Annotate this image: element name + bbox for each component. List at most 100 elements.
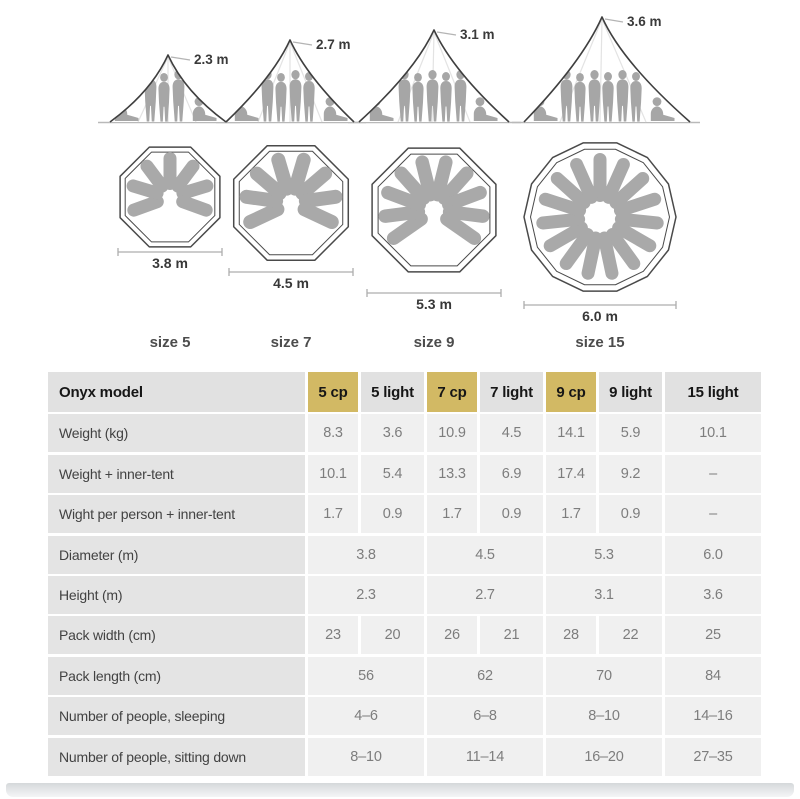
table-cell: 70 <box>546 656 662 695</box>
table-row-pack-width: Pack width (cm) 23 20 26 21 28 22 25 <box>48 616 761 655</box>
row-label: Weight (kg) <box>48 414 305 453</box>
table-cell: 10.1 <box>308 454 358 493</box>
table-cell: 8–10 <box>546 697 662 736</box>
row-label: Diameter (m) <box>48 535 305 574</box>
row-label: Pack length (cm) <box>48 656 305 695</box>
table-cell: 17.4 <box>546 454 596 493</box>
diameter-label: 4.5 m <box>273 275 309 291</box>
spec-table: Onyx model 5 cp 5 light 7 cp 7 light 9 c… <box>48 372 761 776</box>
table-cell: 14–16 <box>665 697 761 736</box>
sleeping-bags <box>239 152 343 230</box>
row-label: Height (m) <box>48 575 305 614</box>
table-row-weight-inner: Weight + inner-tent 10.1 5.4 13.3 6.9 17… <box>48 454 761 493</box>
floorplan-size5: 3.8 m size 5 <box>118 147 222 351</box>
tent-elevation-size5: 2.3 m <box>109 52 229 123</box>
row-label: Weight + inner-tent <box>48 454 305 493</box>
table-cell: 16–20 <box>546 737 662 776</box>
tent-height-label: 2.7 m <box>316 37 351 52</box>
table-cell: 23 <box>308 616 358 655</box>
table-cell: 6–8 <box>427 697 543 736</box>
size-label: size 9 <box>414 334 455 351</box>
row-label: Number of people, sitting down <box>48 737 305 776</box>
table-cell: 0.9 <box>480 495 543 534</box>
size-comparison-illustration: 2.3 m 2.7 m <box>0 14 800 351</box>
diameter-dimension-line <box>117 248 223 256</box>
row-label: Wight per person + inner-tent <box>48 495 305 534</box>
row-label: Pack width (cm) <box>48 616 305 655</box>
table-row-weight-per-person: Wight per person + inner-tent 1.7 0.9 1.… <box>48 495 761 534</box>
table-row-people-sitting: Number of people, sitting down 8–10 11–1… <box>48 737 761 776</box>
table-cell: 21 <box>480 616 543 655</box>
table-cell: 2.7 <box>427 575 543 614</box>
table-cell: 4.5 <box>480 414 543 453</box>
table-cell: 1.7 <box>308 495 358 534</box>
tent-elevation-size7: 2.7 m <box>225 37 355 123</box>
table-cell: 25 <box>665 616 761 655</box>
column-header-15light: 15 light <box>665 372 761 412</box>
table-cell: 6.0 <box>665 535 761 574</box>
floorplan-size7: 4.5 m size 7 <box>229 146 353 351</box>
table-row-people-sleeping: Number of people, sleeping 4–6 6–8 8–10 … <box>48 697 761 736</box>
column-header-7cp: 7 cp <box>427 372 477 412</box>
table-cell: 1.7 <box>546 495 596 534</box>
table-cell: 3.8 <box>308 535 424 574</box>
table-cell: 5.3 <box>546 535 662 574</box>
table-cell: 1.7 <box>427 495 477 534</box>
table-row-weight: Weight (kg) 8.3 3.6 10.9 4.5 14.1 5.9 10… <box>48 414 761 453</box>
table-cell: 5.4 <box>361 454 424 493</box>
sleeping-bags <box>126 152 214 217</box>
table-cell: 26 <box>427 616 477 655</box>
table-cell: 4.5 <box>427 535 543 574</box>
column-header-9cp: 9 cp <box>546 372 596 412</box>
tent-height-label: 3.1 m <box>460 27 495 42</box>
table-cell: 5.9 <box>599 414 662 453</box>
row-label: Number of people, sleeping <box>48 697 305 736</box>
tent-height-label: 2.3 m <box>194 52 229 67</box>
table-cell: 3.1 <box>546 575 662 614</box>
table-cell: 11–14 <box>427 737 543 776</box>
floorplan-size9: 5.3 m size 9 <box>367 148 501 351</box>
table-cell: 3.6 <box>665 575 761 614</box>
table-cell: 22 <box>599 616 662 655</box>
table-corner-label: Onyx model <box>48 372 305 412</box>
table-cell: 6.9 <box>480 454 543 493</box>
column-header-7light: 7 light <box>480 372 543 412</box>
diameter-label: 5.3 m <box>416 296 452 312</box>
table-cell: 9.2 <box>599 454 662 493</box>
table-cell: – <box>665 454 761 493</box>
table-row-pack-length: Pack length (cm) 56 62 70 84 <box>48 656 761 695</box>
floorplan-size15: 6.0 m size 15 <box>524 143 676 351</box>
size-label: size 15 <box>575 334 624 351</box>
column-header-5light: 5 light <box>361 372 424 412</box>
table-cell: 0.9 <box>361 495 424 534</box>
tent-elevation-size15: 3.6 m <box>523 14 691 123</box>
table-cell: 0.9 <box>599 495 662 534</box>
table-cell: 56 <box>308 656 424 695</box>
table-row-height: Height (m) 2.3 2.7 3.1 3.6 <box>48 575 761 614</box>
tent-height-label: 3.6 m <box>627 14 662 29</box>
diameter-dimension-line <box>523 301 677 309</box>
tent-elevation-size9: 3.1 m <box>358 27 510 123</box>
table-cell: 10.1 <box>665 414 761 453</box>
table-cell: 20 <box>361 616 424 655</box>
sleeping-bags <box>536 153 664 280</box>
table-cell: 8–10 <box>308 737 424 776</box>
table-cell: 62 <box>427 656 543 695</box>
table-cell: 28 <box>546 616 596 655</box>
sleeping-bags <box>378 155 490 245</box>
table-cell: 2.3 <box>308 575 424 614</box>
table-cell: 4–6 <box>308 697 424 736</box>
column-header-9light: 9 light <box>599 372 662 412</box>
table-cell: 10.9 <box>427 414 477 453</box>
diameter-label: 3.8 m <box>152 255 188 271</box>
diameter-dimension-line <box>228 268 354 276</box>
table-cell: 14.1 <box>546 414 596 453</box>
table-cell: 3.6 <box>361 414 424 453</box>
diameter-label: 6.0 m <box>582 308 618 324</box>
diameter-dimension-line <box>366 289 502 297</box>
table-cell: 27–35 <box>665 737 761 776</box>
table-header-row: Onyx model 5 cp 5 light 7 cp 7 light 9 c… <box>48 372 761 412</box>
size-label: size 7 <box>271 334 312 351</box>
table-cell: 13.3 <box>427 454 477 493</box>
table-cell: 8.3 <box>308 414 358 453</box>
